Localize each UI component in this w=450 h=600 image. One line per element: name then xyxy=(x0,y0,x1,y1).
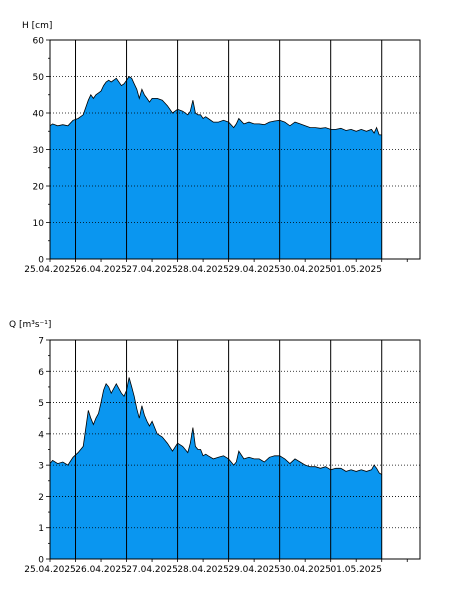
q-ytick-label: 0 xyxy=(38,556,44,566)
h-xtick-label: 29.04.2025 xyxy=(228,265,280,275)
h-xtick-label: 28.04.2025 xyxy=(177,265,229,275)
h-ytick-label: 60 xyxy=(33,37,45,47)
h-ytick-label: 20 xyxy=(33,183,45,193)
q-xtick-label: 25.04.2025 xyxy=(24,565,76,575)
h-plot-frame xyxy=(49,39,421,260)
water-level-chart: H [cm] 0 10 20 30 40 50 60 25.04.2025 26.04.2025… xyxy=(22,21,421,275)
h-ytick-label: 10 xyxy=(33,219,45,229)
q-xtick-label: 29.04.2025 xyxy=(228,565,280,575)
h-ytick-label: 30 xyxy=(33,146,45,156)
q-xtick-label: 01.05.2025 xyxy=(330,565,382,575)
q-series-line xyxy=(49,377,382,475)
h-xtick-label: 25.04.2025 xyxy=(24,265,76,275)
q-axis-label: Q [m³s⁻¹] xyxy=(9,320,51,330)
q-xtick-label: 28.04.2025 xyxy=(177,565,229,575)
q-ytick-label: 4 xyxy=(38,430,44,440)
q-ytick-label: 5 xyxy=(38,399,44,409)
q-xtick-label: 26.04.2025 xyxy=(75,565,127,575)
h-xtick-label: 01.05.2025 xyxy=(330,265,382,275)
q-area-fill xyxy=(50,377,382,559)
q-xtick-label: 27.04.2025 xyxy=(126,565,178,575)
q-ytick-label: 7 xyxy=(38,337,44,347)
discharge-chart: Q [m³s⁻¹] 0 1 2 3 4 5 6 7 25.04.2025 26.04.2025 27… xyxy=(9,320,421,575)
q-plot-area: 0 1 2 3 4 5 6 7 25.04.2025 26.04.2025 27.04.2025 28… xyxy=(24,337,421,575)
q-ytick-label: 3 xyxy=(38,462,44,472)
h-xtick-label: 27.04.2025 xyxy=(126,265,178,275)
h-ytick-label: 50 xyxy=(33,73,45,83)
h-series-line xyxy=(49,75,382,136)
q-plot-frame xyxy=(49,339,421,560)
h-area-fill xyxy=(50,76,382,259)
q-ytick-label: 6 xyxy=(38,368,44,378)
h-ytick-label: 40 xyxy=(33,110,45,120)
h-xtick-label: 30.04.2025 xyxy=(279,265,331,275)
h-ytick-label: 0 xyxy=(38,256,44,266)
q-ytick-label: 2 xyxy=(38,493,44,503)
h-plot-area: 0 10 20 30 40 50 60 25.04.2025 26.04.2025 27.04.2… xyxy=(24,37,421,275)
q-ytick-label: 1 xyxy=(38,524,44,534)
h-axis-label: H [cm] xyxy=(22,21,52,31)
q-xtick-label: 30.04.2025 xyxy=(279,565,331,575)
h-xtick-label: 26.04.2025 xyxy=(75,265,127,275)
